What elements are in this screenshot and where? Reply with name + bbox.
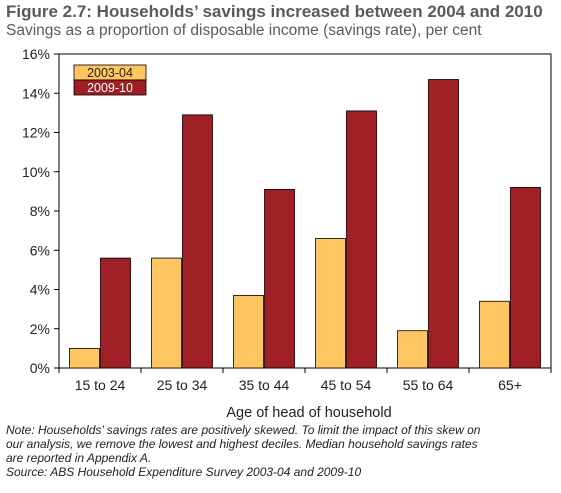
x-tick-label: 55 to 64 xyxy=(403,377,454,393)
x-tick-label: 45 to 54 xyxy=(321,377,372,393)
note-line-3: are reported in Appendix A. xyxy=(6,451,152,465)
x-tick-label: 15 to 24 xyxy=(75,377,126,393)
legend-swatch-2009-10 xyxy=(73,79,147,96)
bar-2009-10-45-to-54 xyxy=(346,110,377,369)
note-line-1: Note: Households’ savings rates are posi… xyxy=(6,423,481,437)
bar-2003-04-15-to-24 xyxy=(69,347,100,369)
x-axis-title: Age of head of household xyxy=(226,405,391,421)
legend-label-2009-10: 2009-10 xyxy=(87,81,133,95)
y-tick-label: 8% xyxy=(30,203,50,219)
source-line: Source: ABS Household Expenditure Survey… xyxy=(6,465,362,479)
bar-2003-04-45-to-54 xyxy=(315,238,346,369)
y-tick-label: 0% xyxy=(30,360,50,376)
y-tick-label: 4% xyxy=(30,282,50,298)
chart-notes: Note: Households’ savings rates are posi… xyxy=(6,423,556,479)
y-tick-label: 2% xyxy=(30,321,50,337)
y-tick-label: 6% xyxy=(30,242,50,258)
x-tick-label: 35 to 44 xyxy=(239,377,290,393)
bar-2009-10-35-to-44 xyxy=(264,189,295,369)
bar-2009-10-25-to-34 xyxy=(182,114,213,369)
bar-2003-04-35-to-44 xyxy=(233,294,264,369)
bar-2003-04-65+ xyxy=(479,300,510,369)
bar-2003-04-25-to-34 xyxy=(151,257,182,369)
chart-title: Figure 2.7: Households’ savings increase… xyxy=(6,2,543,21)
y-tick-label: 12% xyxy=(22,125,50,141)
plot-area-frame xyxy=(58,53,552,369)
x-tick-label: 25 to 34 xyxy=(157,377,208,393)
note-line-2: our analysis, we remove the lowest and h… xyxy=(6,437,478,451)
y-tick-label: 10% xyxy=(22,164,50,180)
x-tick-label: 65+ xyxy=(498,377,522,393)
y-tick-label: 14% xyxy=(22,85,50,101)
y-tick-label: 16% xyxy=(22,46,50,62)
legend-label-2003-04: 2003-04 xyxy=(87,66,133,80)
bar-2009-10-65+ xyxy=(510,187,541,369)
bar-2009-10-55-to-64 xyxy=(428,79,459,369)
bar-2003-04-55-to-64 xyxy=(397,330,428,369)
chart-subtitle: Savings as a proportion of disposable in… xyxy=(6,22,482,39)
bar-2009-10-15-to-24 xyxy=(100,257,131,369)
bar-chart: 0% 2% 4% 6% 8% 10% 12% 14% 16% 15 to 24 25 to 34 35… xyxy=(22,46,552,421)
